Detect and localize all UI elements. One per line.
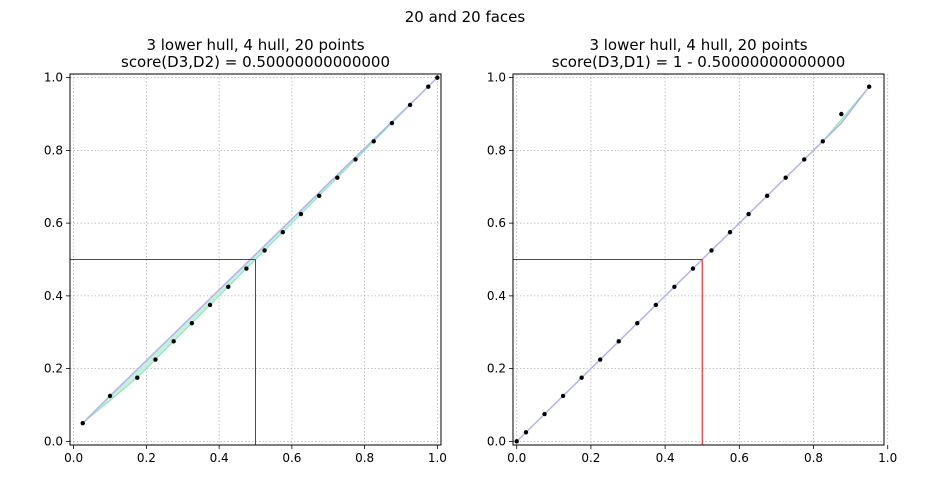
data-point bbox=[107, 393, 113, 399]
x-tick-label: 0.6 bbox=[730, 451, 749, 465]
y-tick-label: 1.0 bbox=[487, 71, 506, 85]
axes-frame bbox=[512, 73, 885, 446]
data-point bbox=[727, 230, 733, 235]
data-point bbox=[616, 339, 621, 344]
data-point bbox=[542, 411, 547, 417]
data-point bbox=[709, 248, 714, 253]
data-point bbox=[426, 84, 431, 89]
data-point bbox=[802, 157, 807, 162]
data-point bbox=[280, 230, 285, 235]
chart-title-line2: score(D3,D2) = 0.50000000000000 bbox=[121, 53, 390, 71]
x-tick-label: 0.0 bbox=[64, 451, 83, 465]
x-tick-label: 0.0 bbox=[507, 451, 526, 465]
data-point bbox=[353, 157, 358, 162]
data-point bbox=[171, 339, 176, 344]
data-point bbox=[207, 302, 213, 308]
x-tick-label: 0.2 bbox=[581, 451, 600, 465]
y-tick-label: 0.6 bbox=[44, 216, 63, 230]
y-tick-label: 0.4 bbox=[44, 289, 63, 303]
figure-suptitle: 20 and 20 faces bbox=[405, 8, 526, 26]
data-point bbox=[820, 139, 825, 144]
data-point bbox=[335, 175, 340, 180]
data-point bbox=[690, 266, 696, 271]
x-tick-label: 0.8 bbox=[355, 451, 374, 465]
data-point bbox=[316, 193, 322, 199]
data-point bbox=[560, 393, 566, 399]
y-tick-label: 0.6 bbox=[487, 216, 506, 230]
data-point bbox=[407, 102, 413, 108]
y-tick-label: 0.2 bbox=[487, 362, 506, 376]
axes-frame bbox=[69, 73, 442, 446]
data-point bbox=[244, 266, 249, 271]
x-tick-label: 0.4 bbox=[656, 451, 675, 465]
data-point bbox=[523, 430, 529, 435]
data-point bbox=[371, 139, 376, 144]
x-tick-label: 0.2 bbox=[137, 451, 156, 465]
data-point bbox=[635, 320, 640, 326]
data-point bbox=[226, 284, 231, 289]
y-tick-label: 0.2 bbox=[44, 362, 63, 376]
y-tick-label: 0.0 bbox=[487, 434, 506, 448]
chart-title-line1: 3 lower hull, 4 hull, 20 points bbox=[146, 36, 364, 54]
x-tick-label: 1.0 bbox=[878, 451, 897, 465]
lower-hull-line bbox=[516, 86, 870, 442]
data-point bbox=[262, 248, 267, 253]
chart-title-line1: 3 lower hull, 4 hull, 20 points bbox=[589, 36, 807, 54]
data-point bbox=[764, 193, 770, 199]
data-point bbox=[435, 75, 440, 80]
data-point bbox=[153, 357, 158, 362]
data-point bbox=[135, 375, 140, 380]
data-point bbox=[839, 111, 844, 117]
chart-panel-2: 3 lower hull, 4 hull, 20 pointsscore(D3,… bbox=[487, 36, 897, 465]
y-tick-label: 0.0 bbox=[44, 434, 63, 448]
chart-panel-1: 3 lower hull, 4 hull, 20 pointsscore(D3,… bbox=[44, 36, 447, 465]
x-tick-label: 0.6 bbox=[282, 451, 301, 465]
data-point bbox=[579, 375, 584, 380]
y-tick-label: 0.4 bbox=[487, 289, 506, 303]
data-point bbox=[389, 120, 395, 126]
data-point bbox=[746, 211, 751, 217]
x-tick-label: 1.0 bbox=[428, 451, 447, 465]
y-tick-label: 1.0 bbox=[44, 71, 63, 85]
data-point bbox=[653, 302, 659, 308]
data-point bbox=[672, 284, 677, 289]
data-point bbox=[783, 175, 788, 180]
data-point bbox=[597, 357, 603, 362]
y-tick-label: 0.8 bbox=[44, 143, 63, 157]
data-point bbox=[189, 320, 195, 326]
chart-title-line2: score(D3,D1) = 1 - 0.50000000000000 bbox=[552, 53, 845, 71]
data-point bbox=[80, 420, 85, 426]
x-tick-label: 0.4 bbox=[210, 451, 229, 465]
data-point bbox=[866, 84, 872, 89]
y-tick-label: 0.8 bbox=[487, 143, 506, 157]
x-tick-label: 0.8 bbox=[804, 451, 823, 465]
data-point bbox=[298, 211, 304, 217]
data-point bbox=[514, 439, 519, 444]
